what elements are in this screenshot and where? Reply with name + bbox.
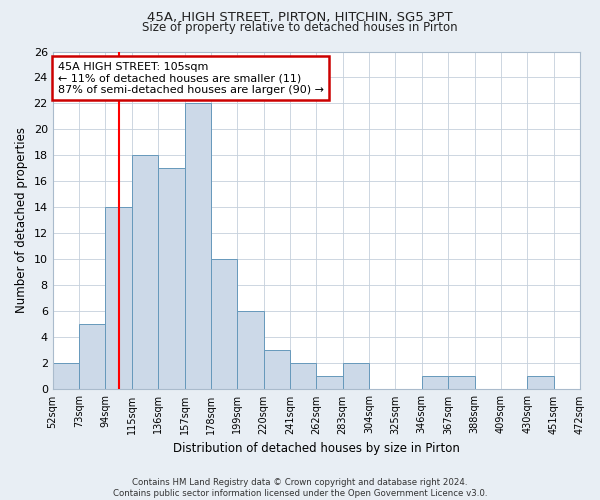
Bar [343,364,369,390]
Y-axis label: Number of detached properties: Number of detached properties [15,128,28,314]
Bar [237,312,263,390]
Bar [290,364,316,390]
Bar [263,350,290,390]
Bar [211,260,237,390]
Text: 45A, HIGH STREET, PIRTON, HITCHIN, SG5 3PT: 45A, HIGH STREET, PIRTON, HITCHIN, SG5 3… [147,11,453,24]
Bar [158,168,185,390]
Text: Contains HM Land Registry data © Crown copyright and database right 2024.
Contai: Contains HM Land Registry data © Crown c… [113,478,487,498]
Text: 45A HIGH STREET: 105sqm
← 11% of detached houses are smaller (11)
87% of semi-de: 45A HIGH STREET: 105sqm ← 11% of detache… [58,62,324,95]
Bar [316,376,343,390]
X-axis label: Distribution of detached houses by size in Pirton: Distribution of detached houses by size … [173,442,460,455]
Bar [527,376,554,390]
Bar [448,376,475,390]
Bar [185,104,211,390]
Bar [79,324,106,390]
Bar [53,364,79,390]
Bar [422,376,448,390]
Text: Size of property relative to detached houses in Pirton: Size of property relative to detached ho… [142,22,458,35]
Bar [132,156,158,390]
Bar [106,208,132,390]
